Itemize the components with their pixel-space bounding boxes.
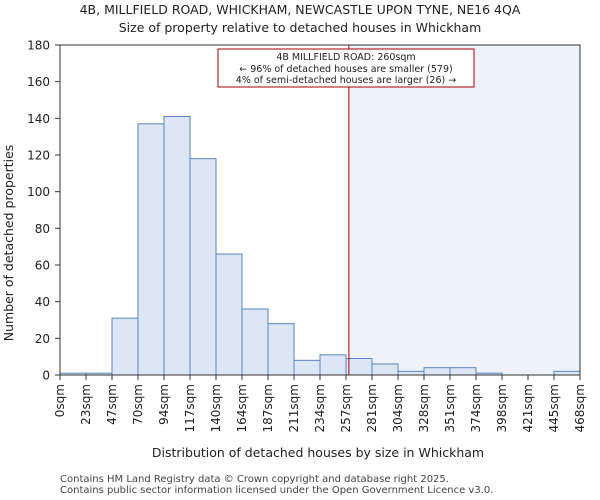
chart-title: 4B, MILLFIELD ROAD, WHICKHAM, NEWCASTLE … [80, 2, 521, 17]
x-tick-label: 70sqm [131, 384, 145, 425]
x-tick-label: 234sqm [313, 384, 327, 432]
histogram-bar [215, 253, 243, 376]
histogram-bar [397, 370, 425, 376]
highlight-region [348, 45, 580, 375]
y-axis-label: Number of detached properties [1, 145, 16, 342]
histogram-bar [267, 323, 295, 376]
footer-line-2: Contains public sector information licen… [60, 485, 494, 496]
x-tick-label: 281sqm [365, 384, 379, 432]
y-tick-label: 140 [27, 112, 50, 126]
histogram-bar [371, 363, 399, 376]
x-tick-label: 468sqm [573, 384, 587, 432]
histogram-bar [423, 367, 451, 376]
x-tick-label: 257sqm [339, 384, 353, 432]
histogram-bar [553, 370, 581, 376]
chart-subtitle: Size of property relative to detached ho… [119, 20, 482, 35]
x-tick-label: 374sqm [469, 384, 483, 432]
y-axis: 0 20 40 60 80 100 120 140 160 180 [27, 39, 60, 383]
x-axis: 0sqm 23sqm 47sqm 70sqm 94sqm 117sqm 140sqm 164s… [53, 375, 587, 432]
histogram-bar [241, 308, 269, 376]
x-tick-label: 94sqm [157, 384, 171, 425]
histogram-bar [189, 158, 217, 376]
x-tick-label: 328sqm [417, 384, 431, 432]
x-tick-label: 23sqm [79, 384, 93, 425]
annotation-line-2: ← 96% of detached houses are smaller (57… [239, 64, 452, 75]
x-tick-label: 117sqm [183, 384, 197, 432]
histogram-bar [163, 116, 191, 376]
x-tick-label: 187sqm [261, 384, 275, 432]
y-tick-label: 20 [35, 332, 50, 346]
histogram-bar [137, 123, 165, 376]
annotation-line-3: 4% of semi-detached houses are larger (2… [236, 75, 456, 86]
x-tick-label: 140sqm [209, 384, 223, 432]
y-tick-label: 160 [27, 75, 50, 89]
annotation-line-1: 4B MILLFIELD ROAD: 260sqm [276, 52, 415, 63]
bars-group [59, 116, 581, 376]
annotation-frame [217, 48, 475, 88]
x-tick-label: 445sqm [547, 384, 561, 432]
x-tick-label: 398sqm [495, 384, 509, 432]
x-tick-label: 164sqm [235, 384, 249, 432]
y-tick-label: 180 [27, 39, 50, 53]
histogram-bar [319, 354, 347, 376]
y-tick-label: 80 [35, 222, 50, 236]
annotation-box: 4B MILLFIELD ROAD: 260sqm ← 96% of detac… [217, 48, 475, 88]
y-tick-label: 0 [42, 369, 50, 383]
y-tick-label: 100 [27, 185, 50, 199]
histogram-bar [345, 358, 373, 376]
histogram-bar [449, 367, 477, 376]
x-tick-label: 47sqm [105, 384, 119, 425]
y-tick-label: 60 [35, 259, 50, 273]
y-tick-label: 120 [27, 149, 50, 163]
x-tick-label: 304sqm [391, 384, 405, 432]
x-tick-label: 351sqm [443, 384, 457, 432]
x-tick-label: 0sqm [53, 384, 67, 417]
footer-line-1: Contains HM Land Registry data © Crown c… [60, 474, 449, 485]
x-tick-label: 211sqm [287, 384, 301, 432]
histogram-bar [111, 317, 139, 376]
y-tick-label: 40 [35, 295, 50, 309]
x-axis-label: Distribution of detached houses by size … [152, 445, 484, 460]
histogram-bar [293, 359, 321, 376]
x-tick-label: 421sqm [521, 384, 535, 432]
